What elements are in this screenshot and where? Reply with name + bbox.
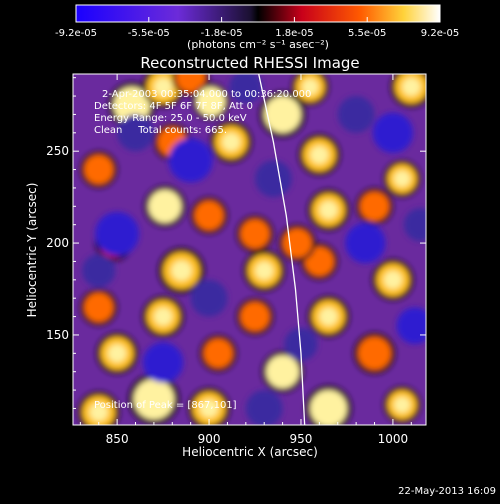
y-tick-label: 250	[46, 144, 69, 158]
heatmap-negative-region	[345, 222, 386, 264]
x-tick-label: 850	[106, 432, 129, 446]
annotation-clean-counts: Clean Total counts: 665.	[94, 125, 227, 136]
heatmap-negative-region	[255, 160, 292, 198]
heatmap-source-core	[121, 95, 142, 116]
annotation-time-range: 2-Apr-2003 00:35:04.000 to 00:36:20.000	[102, 89, 311, 100]
heatmap-source-core	[319, 307, 338, 326]
heatmap-source-core	[155, 197, 175, 216]
colorbar-tick-label: -5.5e-05	[128, 28, 170, 39]
heatmap-source-core	[153, 77, 173, 96]
heatmap-negative-region	[403, 208, 426, 242]
heatmap-negative-region	[372, 112, 414, 154]
heatmap-source-core	[108, 344, 127, 363]
heatmap-source-core	[199, 399, 219, 418]
colorbar-tick-label: -9.2e-05	[55, 28, 97, 39]
heatmap-source	[84, 292, 114, 323]
heatmap-negative-region	[245, 390, 283, 425]
heatmap-source-core	[394, 396, 411, 413]
heatmap-negative-region	[82, 254, 116, 288]
heatmap-source-core	[273, 362, 292, 381]
annotation-energy: Energy Range: 25.0 - 50.0 keV	[94, 113, 247, 124]
heatmap-source-core	[222, 132, 241, 152]
heatmap-source	[84, 154, 114, 185]
heatmap-source-core	[319, 200, 338, 220]
chart-title: Reconstructed RHESSI Image	[140, 54, 359, 72]
heatmap-source-core	[394, 170, 411, 187]
heatmap-source-core	[383, 270, 403, 289]
heatmap-source-core	[171, 260, 192, 281]
colorbar-tick-labels: -9.2e-05 -5.5e-05 -1.8e-05 1.8e-05 5.5e-05 9.…	[55, 28, 459, 39]
heatmap-source	[203, 338, 233, 369]
heatmap-source	[175, 74, 206, 93]
solar-limb-line	[258, 74, 306, 425]
colorbar-tick-label: -1.8e-05	[201, 28, 243, 39]
heatmap-image	[73, 74, 426, 425]
y-axis-ticks: 150 200 250	[46, 77, 426, 409]
x-tick-label: 900	[198, 432, 221, 446]
heatmap-source-core	[272, 104, 293, 125]
x-axis-label: Heliocentric X (arcsec)	[182, 445, 318, 459]
colorbar-tick-label: 5.5e-05	[348, 28, 386, 39]
heatmap-source-core	[318, 398, 339, 419]
heatmap-source-core	[302, 78, 319, 95]
y-tick-label: 150	[46, 328, 69, 342]
heatmap-negative-region	[142, 342, 184, 383]
x-tick-label: 1000	[378, 432, 409, 446]
footer-date: 22-May-2013 16:09	[398, 486, 496, 497]
heatmap-source-core	[202, 93, 219, 110]
heatmap-source-core	[153, 307, 173, 326]
heatmap-negative-region	[396, 307, 426, 345]
x-axis-ticks: 850 900 950 1000	[79, 74, 412, 446]
heatmap-negative-region	[190, 279, 228, 317]
colorbar-unit-label: (photons cm⁻² s⁻¹ asec⁻²)	[187, 38, 329, 51]
colorbar-tick-label: 1.8e-05	[275, 28, 313, 39]
heatmap-source	[194, 200, 224, 231]
colorbar	[75, 4, 441, 23]
colorbar-tick-label: 9.2e-05	[421, 28, 459, 39]
heatmap-source-core	[310, 145, 329, 164]
heatmap-source-core	[402, 77, 421, 96]
heatmap-negative-region	[337, 96, 375, 133]
heatmap-source	[357, 336, 392, 370]
annotation-detectors: Detectors: 4F 5F 6F 7F 8F, Att 0	[94, 101, 253, 112]
heatmap-source	[359, 191, 390, 222]
y-axis-label: Heliocentric Y (arcsec)	[25, 183, 39, 318]
annotation-peak-position: Position of Peak = [867,101]	[94, 400, 237, 411]
heatmap-source-core	[142, 388, 166, 411]
heatmap-negative-region	[95, 211, 140, 256]
heatmap-negative-region	[229, 74, 263, 104]
plot-frame	[72, 73, 427, 426]
heatmap-negative-region	[284, 327, 318, 361]
x-tick-label: 950	[290, 432, 313, 446]
heatmap-source	[240, 219, 270, 249]
heatmap-negative-region	[117, 114, 154, 152]
heatmap-negative-region	[168, 138, 213, 183]
heatmap-source-core	[89, 403, 108, 422]
y-tick-label: 200	[46, 236, 69, 250]
annotations: 2-Apr-2003 00:35:04.000 to 00:36:20.000 …	[94, 89, 311, 411]
heatmap-source	[282, 228, 313, 258]
colorbar-ticks	[75, 17, 441, 22]
heatmap-source	[240, 301, 270, 332]
heatmap-source-core	[255, 261, 274, 280]
